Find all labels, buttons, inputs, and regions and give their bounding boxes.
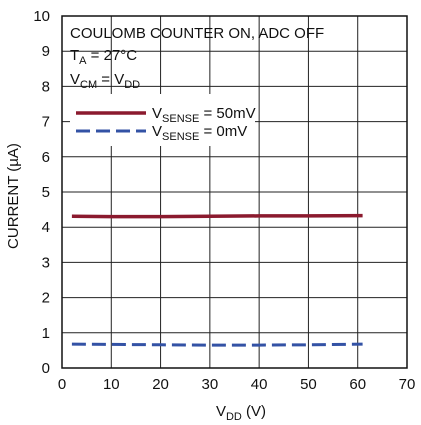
y-tick-label-9: 9 <box>42 43 50 60</box>
y-tick-label-2: 2 <box>42 290 50 307</box>
x-tick-label-4: 40 <box>251 376 268 393</box>
plot-frame <box>61 15 408 369</box>
annotation-line2: TA = 27°C <box>70 47 137 67</box>
y-axis-title: CURRENT (µA) <box>5 143 22 249</box>
y-tick-label-1: 1 <box>42 325 50 342</box>
x-tick-label-0: 0 <box>58 376 66 393</box>
grid <box>61 15 408 369</box>
x-tick-label-1: 10 <box>103 376 120 393</box>
legend-label-vsense-0mv: VSENSE = 0mV <box>152 123 247 143</box>
y-tick-label-3: 3 <box>42 254 50 271</box>
y-tick-label-8: 8 <box>42 78 50 95</box>
legend-label-vsense-50mv: VSENSE = 50mV <box>152 105 256 125</box>
annotation-line1: COULOMB COUNTER ON, ADC OFF <box>70 25 324 42</box>
tick-labels: 0 10 20 30 40 50 60 70 0 1 2 3 4 5 6 7 8 9 10 <box>33 8 415 393</box>
series-line-vsense-50mv <box>71 213 363 219</box>
x-tick-label-7: 70 <box>399 376 416 393</box>
annotation-line3: VCM = VDD <box>70 71 140 91</box>
series-layer <box>71 213 363 347</box>
x-tick-label-6: 60 <box>349 376 366 393</box>
y-tick-label-4: 4 <box>42 219 50 236</box>
series-line-vsense-0mv <box>71 342 363 347</box>
legend-background <box>70 94 255 146</box>
y-tick-label-7: 7 <box>42 114 50 131</box>
y-tick-label-10: 10 <box>33 8 50 25</box>
y-tick-label-6: 6 <box>42 149 50 166</box>
x-tick-label-5: 50 <box>300 376 317 393</box>
y-tick-label-0: 0 <box>42 360 50 377</box>
x-tick-label-2: 20 <box>152 376 169 393</box>
x-tick-label-3: 30 <box>202 376 219 393</box>
y-tick-label-5: 5 <box>42 184 50 201</box>
conditions-annotation: COULOMB COUNTER ON, ADC OFF TA = 27°C VC… <box>70 25 324 91</box>
x-axis-title: VDD (V) <box>216 403 266 423</box>
legend: VSENSE = 50mV VSENSE = 0mV <box>70 94 256 146</box>
